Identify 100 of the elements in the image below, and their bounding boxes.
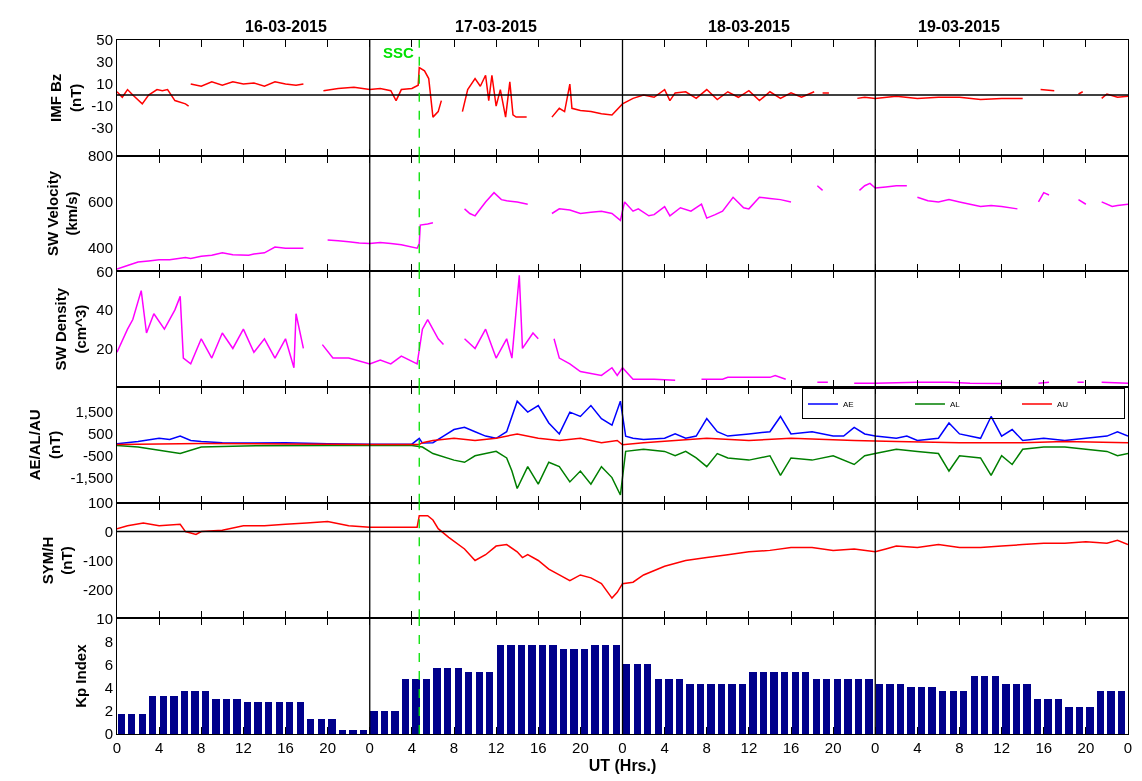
bar — [318, 719, 325, 734]
bar — [191, 691, 199, 734]
bar — [676, 679, 683, 734]
y-tick-label: -10 — [91, 97, 113, 115]
bar — [739, 684, 746, 734]
x-axis-title: UT (Hrs.) — [588, 756, 657, 774]
y-tick-label: 600 — [87, 193, 113, 211]
bar — [118, 714, 125, 734]
bar — [1023, 684, 1031, 734]
y-tick-label: -500 — [82, 447, 113, 464]
bar — [1118, 691, 1125, 734]
y-tick-label: 20 — [96, 339, 113, 357]
text: 18-03-2015 — [708, 18, 790, 35]
bar — [1086, 707, 1094, 734]
bar — [707, 684, 715, 734]
y-axis-title: SW Velocity (km/s) — [43, 170, 81, 257]
bar — [623, 664, 630, 734]
bar — [181, 691, 188, 734]
bar — [560, 649, 567, 734]
x-tick-label: 12 — [487, 739, 505, 756]
bar — [907, 687, 915, 734]
x-tick-label: 16 — [782, 739, 800, 756]
y-tick-label: -100 — [82, 551, 113, 569]
bar — [686, 684, 694, 734]
bar — [465, 672, 472, 734]
bar — [476, 672, 483, 734]
y-axis-title: SYM/H (nT) — [38, 536, 76, 585]
x-tick-label: 16 — [1035, 739, 1053, 756]
x-tick-label: 0 — [1123, 739, 1133, 756]
bar — [570, 649, 578, 734]
bar — [602, 645, 609, 734]
bar — [391, 711, 399, 734]
y-tick-label: 1,500 — [75, 403, 113, 421]
bar — [1034, 699, 1041, 734]
legend-label: AE — [842, 400, 854, 410]
y-tick-label: 10 — [96, 609, 113, 627]
bar — [497, 645, 504, 734]
bar — [254, 702, 262, 734]
bar — [1002, 684, 1010, 734]
x-tick-label: 4 — [660, 739, 669, 756]
bar — [613, 645, 620, 734]
bar — [802, 672, 809, 734]
y-tick-label: -1,500 — [70, 468, 113, 486]
bar — [992, 676, 999, 734]
bar — [886, 684, 894, 734]
bar — [212, 699, 220, 734]
line-series — [117, 433, 1128, 446]
bar — [781, 672, 788, 734]
bar — [939, 691, 946, 734]
bar — [813, 679, 820, 734]
y-tick-label: -30 — [91, 119, 113, 137]
bar — [339, 730, 346, 734]
bar — [1044, 699, 1052, 734]
bar — [655, 679, 662, 734]
x-tick-label: 20 — [572, 739, 589, 756]
legend-label: AL — [949, 400, 961, 410]
x-tick-label: 20 — [1077, 739, 1095, 756]
y-tick-label: 500 — [87, 425, 113, 443]
bar — [834, 679, 841, 734]
bar — [1055, 699, 1062, 734]
x-tick-label: 12 — [993, 739, 1010, 756]
bar — [644, 664, 651, 734]
bar — [170, 696, 178, 734]
y-tick-label: 100 — [87, 493, 113, 511]
bar — [528, 645, 536, 734]
bar — [950, 691, 957, 734]
bar — [823, 679, 830, 734]
y-tick-label: 8 — [104, 632, 113, 650]
bar — [928, 687, 936, 734]
bar — [1065, 707, 1073, 734]
bar — [792, 672, 799, 734]
x-tick-label: 16 — [277, 739, 294, 756]
y-axis-title: Kp Index — [71, 643, 89, 708]
y-tick-label: 6 — [104, 655, 113, 673]
x-tick-label: 12 — [235, 739, 252, 756]
bar — [423, 679, 430, 734]
y-tick-label: 4 — [104, 678, 113, 696]
x-tick-label: 12 — [740, 739, 758, 756]
y-axis-title: SW Density (cm^3) — [52, 287, 89, 371]
bar — [728, 684, 736, 734]
bar — [518, 645, 525, 734]
bar — [770, 672, 778, 734]
bar — [718, 684, 725, 734]
x-tick-label: 0 — [871, 739, 880, 756]
bar — [539, 645, 546, 734]
bar — [507, 645, 515, 734]
y-tick-label: 60 — [96, 262, 113, 280]
bar — [760, 672, 767, 734]
bar — [349, 730, 357, 734]
bar — [128, 714, 135, 734]
bar — [749, 672, 757, 734]
x-tick-label: 8 — [702, 739, 711, 756]
x-tick-label: 20 — [319, 739, 336, 756]
bar — [433, 668, 441, 734]
x-tick-label: 4 — [407, 739, 417, 756]
y-tick-label: 400 — [87, 239, 113, 257]
y-tick-label: 30 — [96, 53, 113, 71]
bar — [444, 668, 451, 734]
bar — [139, 714, 146, 734]
y-tick-label: 40 — [96, 301, 113, 319]
